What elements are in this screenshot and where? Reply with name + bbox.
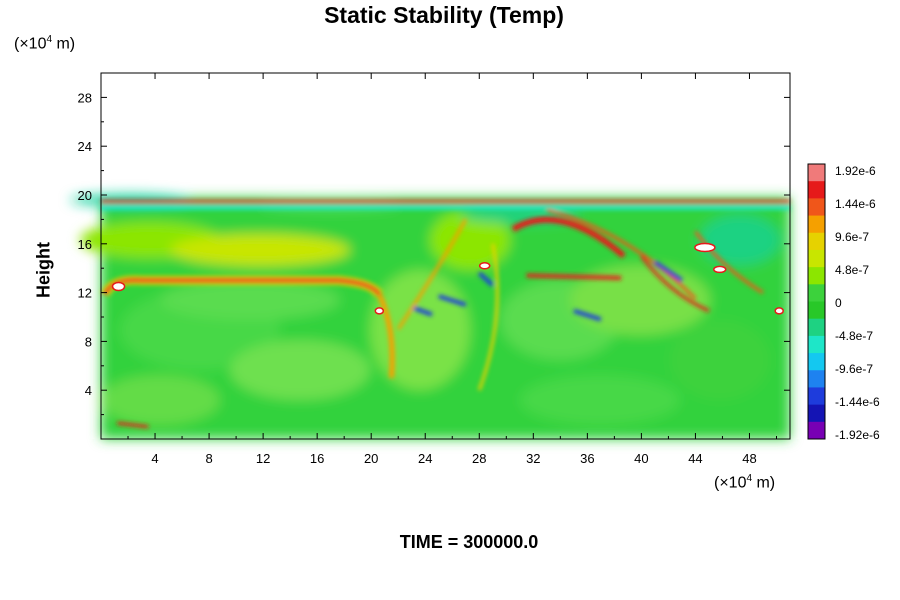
field-blob [430, 210, 510, 270]
x-tick-label: 40 [634, 451, 648, 466]
negative-streak [477, 271, 495, 287]
field-blob [570, 265, 710, 335]
y-unit-label: (×104 m) [14, 34, 76, 53]
colorbar-swatch [808, 249, 825, 268]
colorbar-swatch [808, 370, 825, 388]
field-blob [370, 270, 470, 390]
saturation-spot [374, 307, 385, 315]
colorbar-label: 0 [835, 296, 842, 310]
filament [694, 230, 764, 294]
x-tick-label: 48 [742, 451, 756, 466]
colorbar-swatch [808, 404, 825, 423]
upper-arc [511, 216, 626, 259]
heatmap-field [70, 194, 790, 439]
tropopause-band [101, 199, 790, 205]
field-base [70, 194, 790, 439]
x-tick-label: 20 [364, 451, 378, 466]
colorbar-frame [807, 163, 826, 440]
filament [396, 218, 468, 331]
x-tick-label: 12 [256, 451, 270, 466]
y-tick-label: 24 [78, 139, 92, 154]
upper-arc-3 [640, 255, 710, 313]
x-tick-label: 16 [310, 451, 324, 466]
colorbar-label: -4.8e-7 [835, 329, 873, 343]
saturation-spot [694, 242, 716, 253]
colorbar-label: 4.8e-7 [835, 263, 869, 277]
y-tick-label: 8 [85, 334, 92, 349]
colorbar-swatch [808, 421, 825, 440]
colorbar-label: -1.44e-6 [835, 395, 880, 409]
time-label: TIME = 300000.0 [399, 532, 539, 552]
x-tick-label: 24 [418, 451, 432, 466]
plot-frame [100, 72, 791, 440]
colorbar-swatch [808, 301, 825, 320]
colorbar-swatch [808, 318, 825, 337]
colorbar-swatch [808, 387, 825, 406]
y-tick-label: 12 [78, 286, 92, 301]
colorbar-swatch [808, 198, 825, 217]
colorbar-label: 9.6e-7 [835, 230, 869, 244]
field-blob [170, 234, 350, 266]
saturation-spot [712, 265, 727, 274]
colorbar-swatch [808, 335, 825, 354]
field-blob [160, 280, 340, 320]
field-blob [670, 320, 770, 400]
tropopause-under [101, 204, 790, 211]
x-tick-label: 8 [205, 451, 212, 466]
saturation-spot [774, 307, 784, 315]
saturation-spot [478, 262, 491, 270]
colorbar-label: 1.92e-6 [835, 164, 876, 178]
x-tick-label: 4 [151, 451, 158, 466]
colorbar-swatch [808, 232, 825, 251]
colorbar-swatch [808, 284, 825, 302]
negative-streak [653, 260, 684, 283]
y-tick-label: 4 [85, 383, 92, 398]
field-blob [700, 215, 780, 265]
mid-streak [526, 273, 622, 280]
x-tick-label: 36 [580, 451, 594, 466]
y-tick-label: 20 [78, 188, 92, 203]
field-blob [230, 340, 370, 400]
field-features [100, 199, 790, 429]
x-tick-label: 28 [472, 451, 486, 466]
field-blob [100, 375, 220, 425]
colorbar-swatch [808, 267, 825, 285]
x-tick-label: 32 [526, 451, 540, 466]
chart-title: Static Stability (Temp) [324, 2, 564, 28]
colorbar-label: 1.44e-6 [835, 197, 876, 211]
colorbar-swatch [808, 215, 825, 234]
colorbar-label: -9.6e-7 [835, 362, 873, 376]
negative-streak [411, 305, 433, 317]
x-unit-label: (×104 m) [714, 473, 776, 492]
field-blob [520, 375, 680, 425]
colorbar-swatch [808, 181, 825, 199]
negative-streak [438, 294, 467, 307]
saturation-spot [111, 281, 126, 292]
surface-streak [117, 421, 149, 429]
y-tick-label: 16 [78, 237, 92, 252]
cap-edge [377, 293, 395, 379]
y-tick-label: 28 [78, 90, 92, 105]
upper-arc-2 [546, 208, 697, 300]
filament [477, 243, 499, 391]
colorbar-label: -1.92e-6 [835, 428, 880, 442]
colorbar-swatch [808, 353, 825, 371]
colorbar: 1.92e-6 1.44e-6 9.6e-7 4.8e-7 0 -4.8e-7 -9.6e-… [807, 163, 880, 442]
stable-layer-top [103, 278, 381, 296]
negative-streak [573, 308, 602, 322]
x-tick-label: 44 [688, 451, 702, 466]
colorbar-swatch [808, 164, 825, 182]
